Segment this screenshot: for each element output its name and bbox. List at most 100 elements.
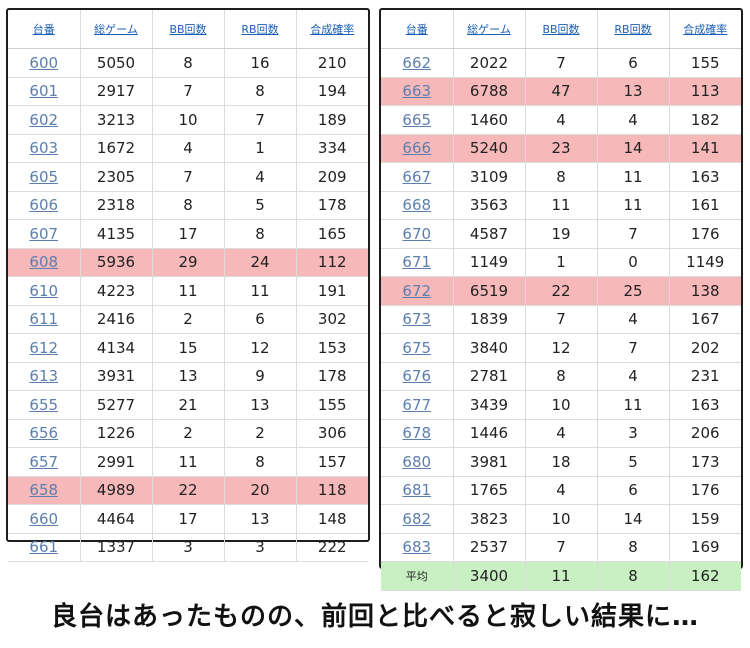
total-games-cell: 3981 xyxy=(453,447,526,477)
bb-count-cell: 1 xyxy=(525,248,598,277)
total-games-cell: 2917 xyxy=(80,77,153,106)
machine-number-link[interactable]: 671 xyxy=(381,248,454,277)
machine-number-link[interactable]: 666 xyxy=(381,134,454,163)
machine-number-link[interactable]: 610 xyxy=(8,276,81,306)
machine-number-link[interactable]: 672 xyxy=(381,276,454,306)
machine-number-link[interactable]: 660 xyxy=(8,504,81,534)
table-row: 612 4134 15 12 153 xyxy=(8,333,368,363)
bb-count-cell: 19 xyxy=(525,219,598,249)
table-row: 600 5050 8 16 210 xyxy=(8,48,368,78)
machine-number-link[interactable]: 677 xyxy=(381,390,454,420)
machine-number-link[interactable]: 608 xyxy=(8,248,81,277)
machine-number-link[interactable]: 611 xyxy=(8,305,81,334)
rb-count-cell: 7 xyxy=(224,105,297,135)
combined-rate-cell: 163 xyxy=(669,390,741,420)
column-header-combined-rate[interactable]: 合成確率 xyxy=(669,10,741,49)
bb-count-cell: 47 xyxy=(525,77,598,106)
bb-count-cell: 22 xyxy=(152,476,225,505)
column-header-combined-rate[interactable]: 合成確率 xyxy=(296,10,368,49)
column-header-bb-count[interactable]: BB回数 xyxy=(525,10,598,49)
machine-number-link[interactable]: 613 xyxy=(8,362,81,391)
column-header-total-games[interactable]: 総ゲーム xyxy=(453,10,526,49)
machine-number-link[interactable]: 678 xyxy=(381,419,454,448)
machine-number-link[interactable]: 607 xyxy=(8,219,81,249)
machine-number-link[interactable]: 683 xyxy=(381,533,454,562)
machine-number-link[interactable]: 682 xyxy=(381,504,454,534)
rb-count-cell: 1 xyxy=(224,134,297,163)
table-row: 601 2917 7 8 194 xyxy=(8,77,368,106)
column-header-total-games[interactable]: 総ゲーム xyxy=(80,10,153,49)
machine-number-link[interactable]: 670 xyxy=(381,219,454,249)
total-games-cell: 3563 xyxy=(453,191,526,220)
total-games-cell: 6519 xyxy=(453,276,526,306)
machine-number-link[interactable]: 656 xyxy=(8,419,81,448)
rb-count-cell: 8 xyxy=(224,77,297,106)
bb-count-cell: 13 xyxy=(152,362,225,391)
machine-number-link[interactable]: 602 xyxy=(8,105,81,135)
average-bb: 11 xyxy=(525,561,598,591)
machine-number-link[interactable]: 662 xyxy=(381,48,454,78)
machine-number-link[interactable]: 658 xyxy=(8,476,81,505)
bb-count-cell: 4 xyxy=(525,419,598,448)
table-row: 607 4135 17 8 165 xyxy=(8,219,368,249)
machine-number-link[interactable]: 600 xyxy=(8,48,81,78)
machine-number-link[interactable]: 663 xyxy=(381,77,454,106)
rb-count-cell: 6 xyxy=(597,476,670,505)
bb-count-cell: 7 xyxy=(152,77,225,106)
machine-number-link[interactable]: 676 xyxy=(381,362,454,391)
combined-rate-cell: 159 xyxy=(669,504,741,534)
total-games-cell: 3931 xyxy=(80,362,153,391)
machine-number-link[interactable]: 661 xyxy=(8,533,81,562)
table-row: 605 2305 7 4 209 xyxy=(8,162,368,192)
bb-count-cell: 21 xyxy=(152,390,225,420)
machine-number-link[interactable]: 675 xyxy=(381,333,454,363)
machine-number-link[interactable]: 603 xyxy=(8,134,81,163)
machine-number-link[interactable]: 605 xyxy=(8,162,81,192)
rb-count-cell: 24 xyxy=(224,248,297,277)
bb-count-cell: 7 xyxy=(152,162,225,192)
machine-number-link[interactable]: 606 xyxy=(8,191,81,220)
total-games-cell: 2305 xyxy=(80,162,153,192)
rb-count-cell: 25 xyxy=(597,276,670,306)
caption-text: 良台はあったものの、前回と比べると寂しい結果に… xyxy=(50,602,699,632)
rb-count-cell: 12 xyxy=(224,333,297,363)
combined-rate-cell: 191 xyxy=(296,276,368,306)
bb-count-cell: 7 xyxy=(525,48,598,78)
table-row: 665 1460 4 4 182 xyxy=(381,105,741,135)
column-header-rb-count[interactable]: RB回数 xyxy=(597,10,670,49)
machine-number-link[interactable]: 612 xyxy=(8,333,81,363)
table-row: 602 3213 10 7 189 xyxy=(8,105,368,135)
table-row: 671 1149 1 0 1149 xyxy=(381,248,741,277)
column-header-bb-count[interactable]: BB回数 xyxy=(152,10,225,49)
column-header-rb-count[interactable]: RB回数 xyxy=(224,10,297,49)
bb-count-cell: 11 xyxy=(525,191,598,220)
combined-rate-cell: 138 xyxy=(669,276,741,306)
combined-rate-cell: 167 xyxy=(669,305,741,334)
average-label: 平均 xyxy=(381,561,454,591)
total-games-cell: 3439 xyxy=(453,390,526,420)
machine-number-link[interactable]: 667 xyxy=(381,162,454,192)
table-row: 611 2416 2 6 302 xyxy=(8,305,368,334)
average-rate: 162 xyxy=(669,561,741,591)
combined-rate-cell: 176 xyxy=(669,476,741,505)
machine-number-link[interactable]: 665 xyxy=(381,105,454,135)
machine-number-link[interactable]: 681 xyxy=(381,476,454,505)
left-table-body: 600 5050 8 16 210 601 2917 7 8 194 602 3213 10 7 189 60… xyxy=(8,48,368,562)
bb-count-cell: 8 xyxy=(525,362,598,391)
machine-number-link[interactable]: 673 xyxy=(381,305,454,334)
machine-number-link[interactable]: 601 xyxy=(8,77,81,106)
table-header-row: 台番 総ゲーム BB回数 RB回数 合成確率 xyxy=(8,10,368,49)
machine-number-link[interactable]: 680 xyxy=(381,447,454,477)
machine-number-link[interactable]: 655 xyxy=(8,390,81,420)
bb-count-cell: 17 xyxy=(152,219,225,249)
machine-number-link[interactable]: 668 xyxy=(381,191,454,220)
column-header-machine-number[interactable]: 台番 xyxy=(8,10,81,49)
table-row: 677 3439 10 11 163 xyxy=(381,390,741,420)
combined-rate-cell: 155 xyxy=(669,48,741,78)
table-row: 673 1839 7 4 167 xyxy=(381,305,741,334)
combined-rate-cell: 334 xyxy=(296,134,368,163)
machine-number-link[interactable]: 657 xyxy=(8,447,81,477)
table-row: 662 2022 7 6 155 xyxy=(381,48,741,78)
total-games-cell: 3840 xyxy=(453,333,526,363)
column-header-machine-number[interactable]: 台番 xyxy=(381,10,454,49)
